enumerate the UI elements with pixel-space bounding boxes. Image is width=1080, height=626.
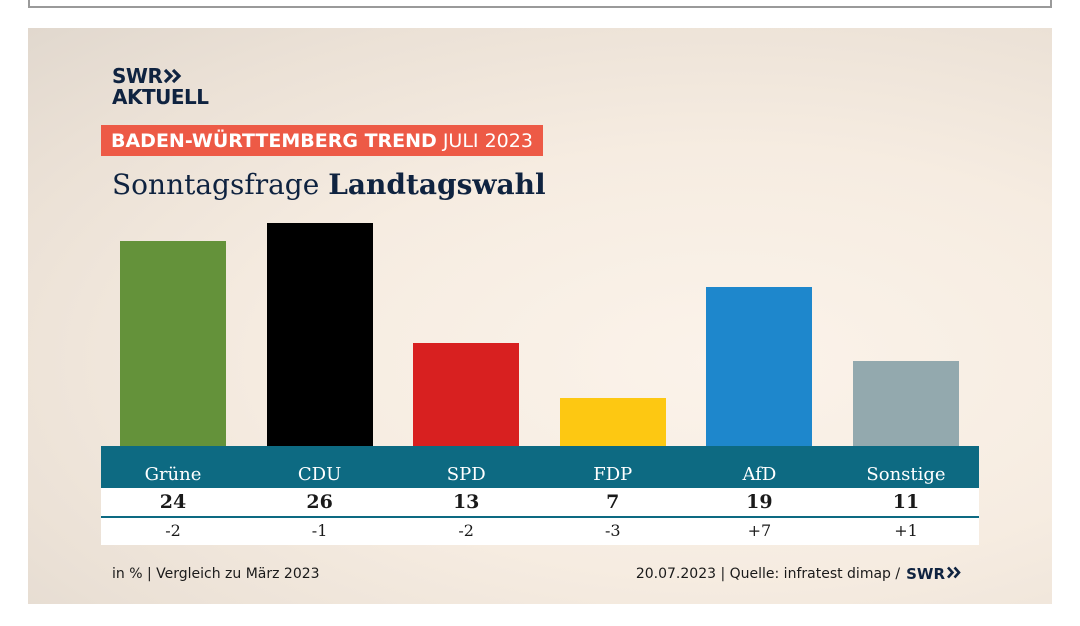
value-label-sonstige: 11 [892, 491, 920, 513]
banner-title: BADEN-WÜRTTEMBERG TREND [111, 129, 437, 152]
bar-cdu [266, 223, 373, 462]
double-chevron-icon [164, 68, 182, 84]
previous-card-edge [28, 0, 1052, 8]
footer-note: in % | Vergleich zu März 2023 [112, 566, 320, 582]
change-label-grne: -2 [165, 521, 181, 540]
change-label-fdp: -3 [605, 521, 621, 540]
change-label-sonstige: +1 [894, 521, 918, 540]
double-chevron-icon [947, 566, 961, 579]
value-label-spd: 13 [452, 491, 480, 513]
category-label-fdp: FDP [593, 464, 633, 485]
logo-line-1: SWR [112, 64, 163, 88]
footer-brand-text: SWR [906, 565, 945, 583]
value-label-afd: 19 [746, 491, 773, 513]
trend-banner: BADEN-WÜRTTEMBERG TREND JULI 2023 [101, 125, 543, 156]
bar-sonstige [853, 360, 959, 462]
change-label-spd: -2 [458, 521, 474, 540]
change-row [101, 518, 979, 545]
change-label-cdu: -1 [311, 521, 328, 540]
footer-swr-logo: SWR [906, 565, 962, 583]
category-label-grne: Grüne [144, 464, 202, 485]
bar-spd [413, 342, 520, 462]
swr-aktuell-logo: SWR AKTUELL [112, 66, 209, 108]
headline-bold: Landtagswahl [328, 168, 546, 201]
banner-date: JULI 2023 [442, 129, 533, 152]
category-label-spd: SPD [446, 464, 486, 485]
value-label-fdp: 7 [606, 491, 620, 513]
headline-regular: Sonntagsfrage [112, 168, 320, 201]
bar-afd [706, 287, 813, 462]
category-label-sonstige: Sonstige [866, 464, 946, 485]
chart-headline: Sonntagsfrage Landtagswahl [112, 168, 546, 201]
category-label-cdu: CDU [297, 464, 342, 485]
bar-plot [28, 28, 1052, 604]
value-row [101, 488, 979, 518]
category-band [101, 446, 979, 488]
bar-grne [120, 241, 226, 462]
value-label-cdu: 26 [306, 491, 333, 513]
value-label-grne: 24 [159, 491, 187, 513]
poll-card: SWR AKTUELL BADEN-WÜRTTEMBERG TREND JULI… [28, 28, 1052, 604]
category-label-afd: AfD [742, 464, 777, 485]
logo-line-2: AKTUELL [112, 85, 209, 109]
footer-source: 20.07.2023 | Quelle: infratest dimap / S… [636, 565, 962, 583]
change-label-afd: +7 [747, 521, 772, 540]
footer-source-text: 20.07.2023 | Quelle: infratest dimap / [635, 566, 901, 582]
